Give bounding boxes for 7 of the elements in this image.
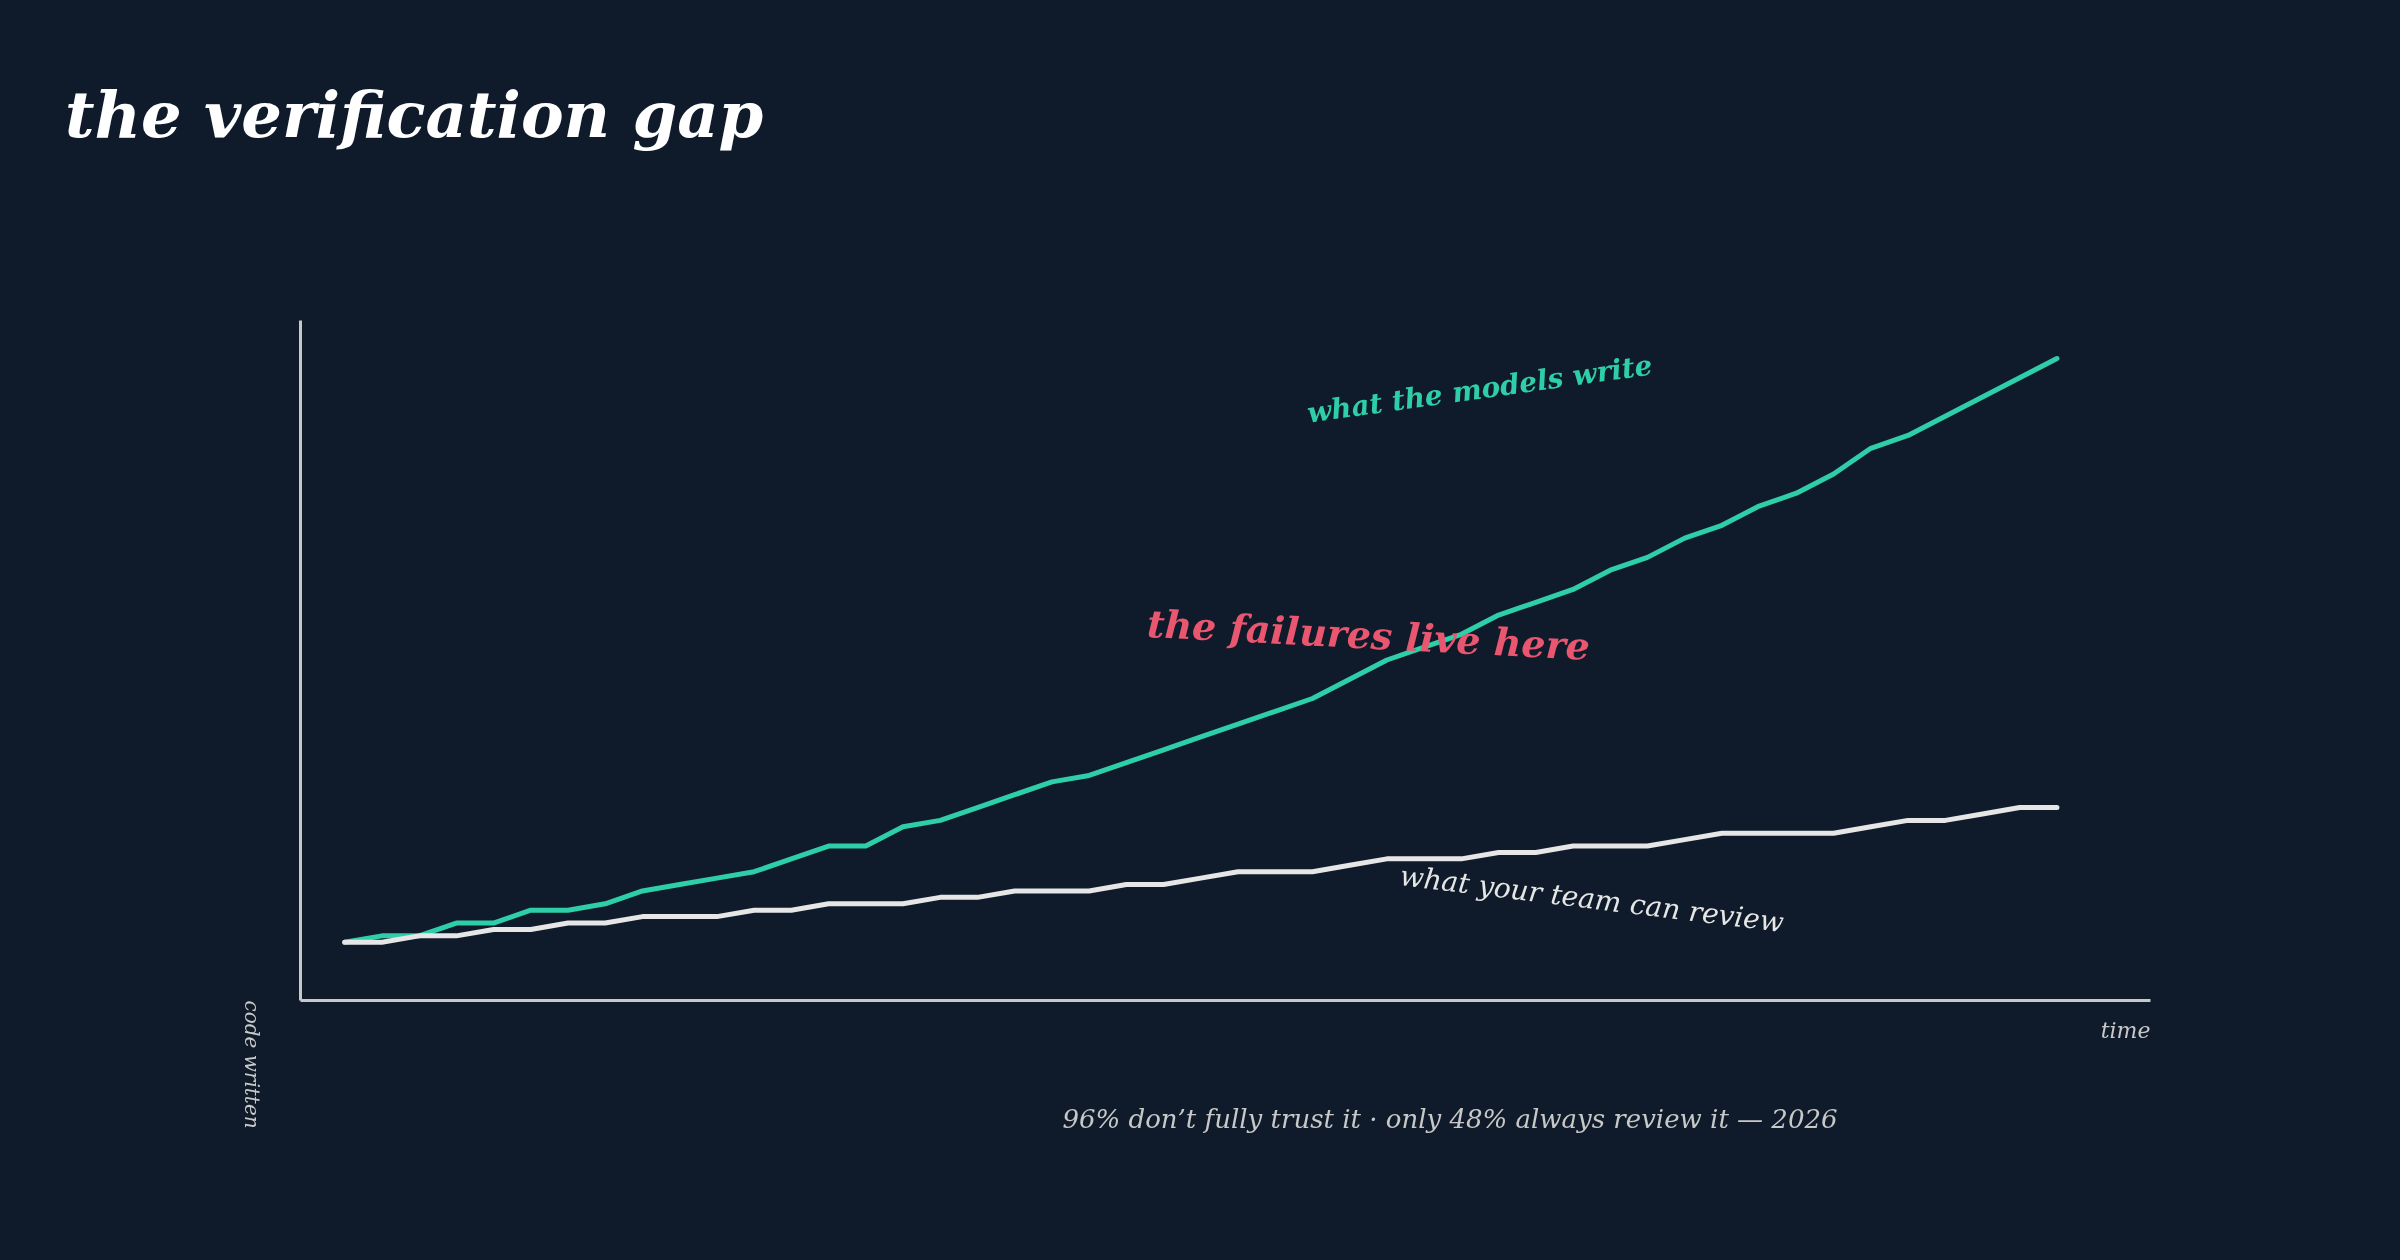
y-axis-title: code written [239, 1000, 264, 1129]
text: what the models write [1305, 348, 1655, 430]
text: 96% don’t fully trust it · only 48% always review it — 2026 [1062, 1104, 1838, 1134]
chart-title: the verification gap [65, 77, 764, 152]
annotation: the failures live here [1145, 600, 1591, 670]
text: what your team can review [1398, 859, 1786, 939]
x-axis-title: time [2100, 1017, 2151, 1043]
